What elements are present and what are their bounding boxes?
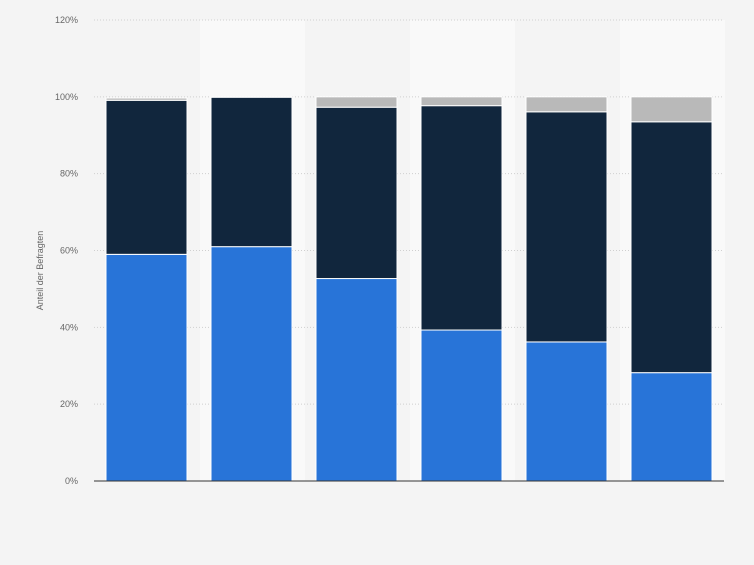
y-tick-label: 80% — [60, 169, 78, 179]
bar-segment[interactable] — [106, 100, 187, 254]
y-axis-label: Anteil der Befragten — [35, 231, 45, 311]
y-tick-label: 120% — [55, 15, 78, 25]
bar-segment[interactable] — [631, 122, 712, 373]
y-tick-label: 100% — [55, 92, 78, 102]
bar-segment[interactable] — [211, 247, 292, 481]
bar-segment[interactable] — [526, 112, 607, 342]
y-tick-label: 40% — [60, 322, 78, 332]
bar-segment[interactable] — [421, 330, 502, 481]
bar-segment[interactable] — [316, 97, 397, 107]
bar-segment[interactable] — [316, 279, 397, 481]
bar-segment[interactable] — [106, 98, 187, 100]
bar-segment[interactable] — [421, 106, 502, 330]
bar-segment[interactable] — [631, 373, 712, 481]
y-tick-label: 0% — [65, 476, 78, 486]
y-axis-ticks: 0% 20% 40% 60% 80% 100% 120% — [55, 15, 78, 486]
bar-segment[interactable] — [211, 97, 292, 246]
y-tick-label: 20% — [60, 399, 78, 409]
bar-segment[interactable] — [106, 254, 187, 481]
bar-segment[interactable] — [421, 97, 502, 106]
bar-segment[interactable] — [526, 97, 607, 112]
y-tick-label: 60% — [60, 246, 78, 256]
bar-segment[interactable] — [526, 342, 607, 481]
bar-segment[interactable] — [316, 107, 397, 278]
bar-segment[interactable] — [631, 97, 712, 122]
